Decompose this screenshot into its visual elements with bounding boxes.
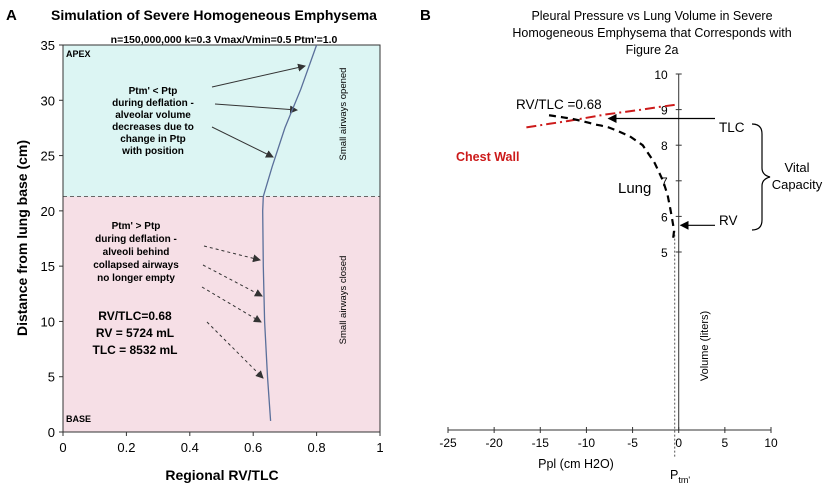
x-tick-label-b: -20 xyxy=(485,436,503,450)
panel-b-letter: B xyxy=(420,7,431,24)
x-tick-label-a: 0.8 xyxy=(308,440,326,455)
annot-upper-line: alveolar volume xyxy=(115,110,191,121)
arrow-solid xyxy=(211,63,306,88)
y-tick-label-b: 6 xyxy=(661,210,668,224)
x-tick-label-a: 0.4 xyxy=(181,440,199,455)
panel-b-title-line: Homogeneous Emphysema that Corresponds w… xyxy=(512,26,791,40)
side-label-opened: Small airways opened xyxy=(338,68,349,161)
stat-rv: RV = 5724 mL xyxy=(96,326,174,340)
x-axis-label-a: Regional RV/TLC xyxy=(165,467,278,483)
x-tick-label-b: -15 xyxy=(532,436,550,450)
rv-label: RV xyxy=(719,213,738,228)
x-tick-label-a: 0 xyxy=(59,440,66,455)
rv-tlc-profile-line xyxy=(262,44,318,421)
x-tick-label-a: 0.6 xyxy=(244,440,262,455)
y-tick-label-a: 5 xyxy=(48,370,55,385)
y-axis-a: 0 5 10 15 20 25 30 35 xyxy=(41,38,63,440)
y-tick-label-a: 30 xyxy=(41,93,55,108)
x-tick-label-a: 0.2 xyxy=(117,440,135,455)
upper-annotation: Ptm' < Ptp during deflation - alveolar v… xyxy=(112,86,194,157)
y-tick-label-a: 0 xyxy=(48,425,55,440)
y-tick-label-b: 9 xyxy=(661,104,668,118)
x-tick-label-b: 5 xyxy=(722,436,729,450)
arrow-dashed xyxy=(203,245,261,263)
x-axis-a: 0 0.2 0.4 0.6 0.8 1 xyxy=(59,432,384,455)
chest-wall-curve xyxy=(526,103,679,129)
annot-lower-line: alveoli behind xyxy=(103,247,170,258)
y-tick-label-a: 20 xyxy=(41,204,55,219)
vital-label: Vital xyxy=(784,160,809,175)
panel-b-title-line: Figure 2a xyxy=(626,43,679,57)
lower-annotation: Ptm' > Ptp during deflation - alveoli be… xyxy=(92,221,179,357)
y-tick-label-a: 35 xyxy=(41,38,55,53)
y-tick-label-b: 7 xyxy=(661,175,668,189)
y-tick-label-b: 8 xyxy=(661,139,668,153)
annot-upper-line: during deflation - xyxy=(112,98,194,109)
lung-curve xyxy=(546,113,676,238)
annot-upper-line: decreases due to xyxy=(112,122,194,133)
y-tick-label-a: 25 xyxy=(41,149,55,164)
arrow-dashed xyxy=(206,321,264,379)
panel-a: A Simulation of Severe Homogeneous Emphy… xyxy=(6,7,384,483)
panel-b-title-line: Pleural Pressure vs Lung Volume in Sever… xyxy=(531,9,772,23)
side-label-closed: Small airways closed xyxy=(338,256,349,345)
axes-b: -25 -20 -15 -10 -5 0 5 10 5 6 7 8 9 10 xyxy=(439,68,778,458)
y-tick-label-b: 5 xyxy=(661,246,668,260)
annot-upper-line: with position xyxy=(121,146,184,157)
y-tick-label-a: 15 xyxy=(41,259,55,274)
x-tick-label-a: 1 xyxy=(376,440,383,455)
base-label: BASE xyxy=(66,414,91,424)
lung-label: Lung xyxy=(618,180,651,197)
y-axis-label-a: Distance from lung base (cm) xyxy=(14,140,30,336)
y-axis-label-b: Volume (liters) xyxy=(699,311,711,381)
ptm-subscript: tm' xyxy=(678,475,690,485)
plot-frame-a xyxy=(62,44,381,433)
annot-lower-line: during deflation - xyxy=(95,234,177,245)
region-small-airways-open xyxy=(63,45,380,197)
chest-wall-label: Chest Wall xyxy=(456,150,519,164)
annot-upper-line: Ptm' < Ptp xyxy=(129,86,178,97)
tlc-label: TLC xyxy=(719,120,745,135)
panel-b: B Pleural Pressure vs Lung Volume in Sev… xyxy=(420,7,823,485)
annot-lower-line: Ptm' > Ptp xyxy=(112,221,161,232)
apex-label: APEX xyxy=(66,49,91,59)
vital-capacity-brace xyxy=(751,123,771,231)
x-tick-label-b: -10 xyxy=(578,436,596,450)
y-tick-label-b: 10 xyxy=(654,68,668,82)
x-tick-label-b: -5 xyxy=(627,436,638,450)
x-tick-label-b: 10 xyxy=(764,436,778,450)
region-small-airways-closed xyxy=(63,196,380,432)
arrow-dashed xyxy=(202,264,263,297)
arrow-solid xyxy=(211,126,274,158)
capacity-label: Capacity xyxy=(772,177,823,192)
y-tick-label-a: 10 xyxy=(41,314,55,329)
annot-upper-line: change in Ptp xyxy=(120,134,186,145)
ptm-label: Ptm' xyxy=(670,468,690,485)
annotation-arrows xyxy=(201,63,306,379)
annot-lower-line: no longer empty xyxy=(97,273,175,284)
rvtlc-label-b: RV/TLC =0.68 xyxy=(516,97,602,112)
stat-tlc: TLC = 8532 mL xyxy=(92,343,177,357)
stat-rvtlc: RV/TLC=0.68 xyxy=(98,309,172,323)
ptm-main: P xyxy=(670,468,678,482)
x-axis-label-b: Ppl (cm H2O) xyxy=(538,457,614,471)
panel-a-title: Simulation of Severe Homogeneous Emphyse… xyxy=(51,7,377,23)
x-tick-label-b: 0 xyxy=(675,436,682,450)
panel-a-subtitle: n=150,000,000 k=0.3 Vmax/Vmin=0.5 Ptm'=1… xyxy=(111,34,338,46)
x-tick-label-b: -25 xyxy=(439,436,457,450)
panel-a-letter: A xyxy=(6,7,17,24)
arrow-solid xyxy=(214,103,298,114)
annot-lower-line: collapsed airways xyxy=(93,260,179,271)
